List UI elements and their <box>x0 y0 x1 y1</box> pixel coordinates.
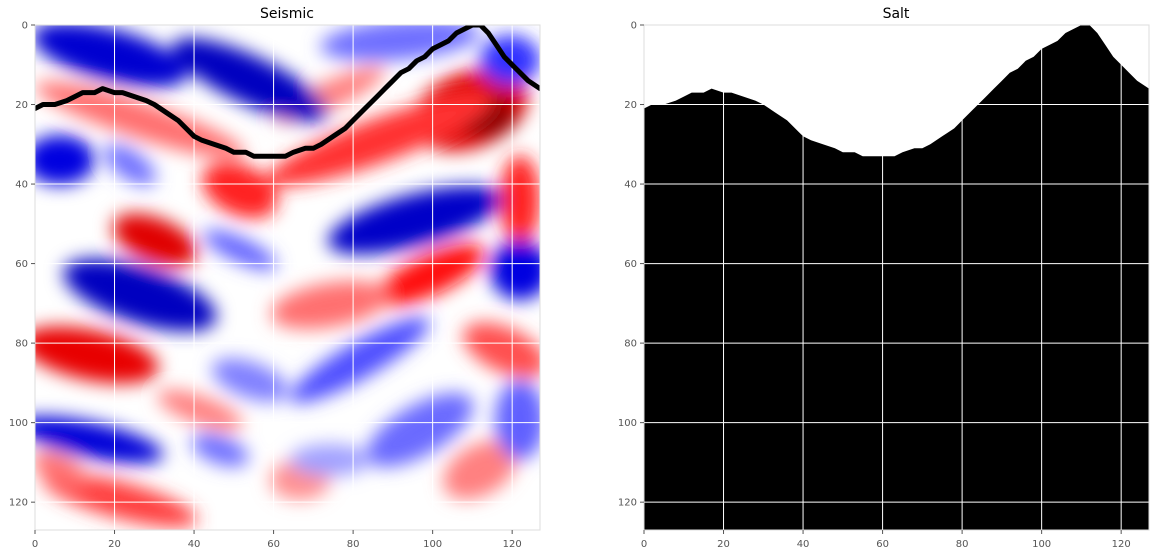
salt-x-tick-label: 0 <box>641 539 647 550</box>
seismic-y-tick-label: 0 <box>22 21 28 32</box>
seismic-grid <box>35 25 540 530</box>
salt-x-tick-label: 120 <box>1112 539 1131 550</box>
seismic-y-tick-label: 40 <box>15 180 28 191</box>
salt-y-tick-label: 40 <box>624 180 637 191</box>
salt-panel: Salt 0 20 40 60 80 100 120 0 20 40 60 80 100 120 <box>618 6 1150 550</box>
salt-mask-image <box>644 25 1149 530</box>
salt-y-tick-label: 20 <box>624 100 637 111</box>
salt-x-tick-label: 60 <box>876 539 889 550</box>
salt-y-axis: 0 20 40 60 80 100 120 <box>618 21 644 509</box>
salt-y-tick-label: 60 <box>624 259 637 270</box>
seismic-x-axis: 0 20 40 60 80 100 120 <box>32 530 522 550</box>
salt-x-tick-label: 80 <box>956 539 969 550</box>
seismic-y-tick-label: 80 <box>15 339 28 350</box>
seismic-amplitude-field <box>35 25 540 528</box>
salt-y-tick-label: 80 <box>624 339 637 350</box>
seismic-y-tick-label: 60 <box>15 259 28 270</box>
salt-frame <box>643 24 1150 531</box>
salt-x-axis: 0 20 40 60 80 100 120 <box>641 530 1131 550</box>
salt-x-tick-label: 100 <box>1032 539 1051 550</box>
seismic-x-tick-label: 100 <box>423 539 442 550</box>
seismic-y-tick-label: 20 <box>15 100 28 111</box>
salt-y-tick-label: 100 <box>618 418 637 429</box>
salt-title: Salt <box>883 6 910 22</box>
seismic-x-tick-label: 120 <box>503 539 522 550</box>
salt-x-tick-label: 20 <box>717 539 730 550</box>
seismic-x-tick-label: 80 <box>347 539 360 550</box>
salt-x-tick-label: 40 <box>797 539 810 550</box>
seismic-x-tick-label: 60 <box>267 539 280 550</box>
salt-grid <box>644 25 1149 530</box>
seismic-image <box>35 25 540 530</box>
seismic-panel: Seismic <box>9 6 541 550</box>
seismic-y-axis: 0 20 40 60 80 100 120 <box>9 21 35 509</box>
seismic-y-tick-label: 100 <box>9 418 28 429</box>
seismic-x-tick-label: 0 <box>32 539 38 550</box>
salt-y-tick-label: 120 <box>618 498 637 509</box>
seismic-x-tick-label: 20 <box>108 539 121 550</box>
seismic-x-tick-label: 40 <box>188 539 201 550</box>
seismic-title: Seismic <box>260 6 314 22</box>
salt-body <box>644 25 1149 530</box>
seismic-frame <box>34 24 541 531</box>
seismic-y-tick-label: 120 <box>9 498 28 509</box>
salt-y-tick-label: 0 <box>631 21 637 32</box>
salt-boundary-line <box>35 25 540 159</box>
